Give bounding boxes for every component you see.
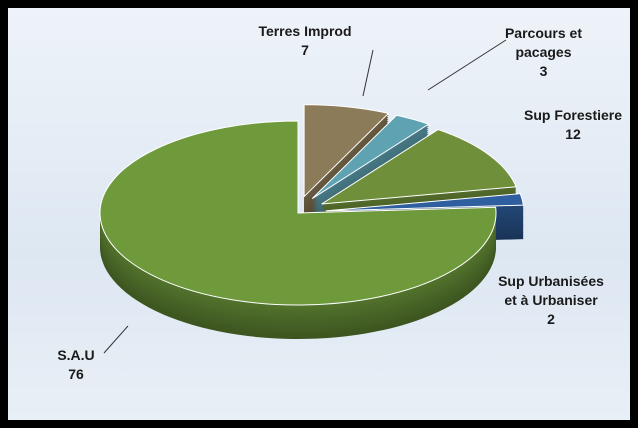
slice-label: Parcours et pacages 3 bbox=[496, 24, 591, 81]
value-label: 12 bbox=[565, 126, 581, 142]
category-label: Terres Improd bbox=[258, 23, 352, 39]
pie-slice bbox=[321, 129, 517, 205]
category-label: Parcours et pacages bbox=[504, 25, 583, 60]
value-label: 3 bbox=[539, 63, 548, 79]
category-label: Sup Forestiere bbox=[523, 107, 623, 123]
pie-slice bbox=[303, 104, 390, 198]
value-label: 7 bbox=[301, 42, 309, 58]
category-label: S.A.U bbox=[57, 347, 95, 363]
category-label: Sup Urbanisées et à Urbaniser bbox=[498, 273, 604, 308]
leader-line bbox=[362, 49, 374, 97]
pie-chart bbox=[99, 39, 524, 354]
slice-label: S.A.U 76 bbox=[46, 346, 106, 384]
pie-slice bbox=[311, 114, 430, 199]
value-label: 2 bbox=[547, 311, 555, 327]
pie-slice bbox=[99, 120, 497, 306]
leader-line bbox=[427, 39, 507, 91]
slice-label: Sup Forestiere 12 bbox=[513, 106, 630, 144]
slice-label: Sup Urbanisées et à Urbaniser 2 bbox=[496, 272, 606, 329]
slice-label: Terres Improd 7 bbox=[230, 22, 380, 60]
leader-line bbox=[103, 325, 129, 354]
pie-slice bbox=[325, 193, 524, 212]
value-label: 76 bbox=[68, 366, 84, 382]
